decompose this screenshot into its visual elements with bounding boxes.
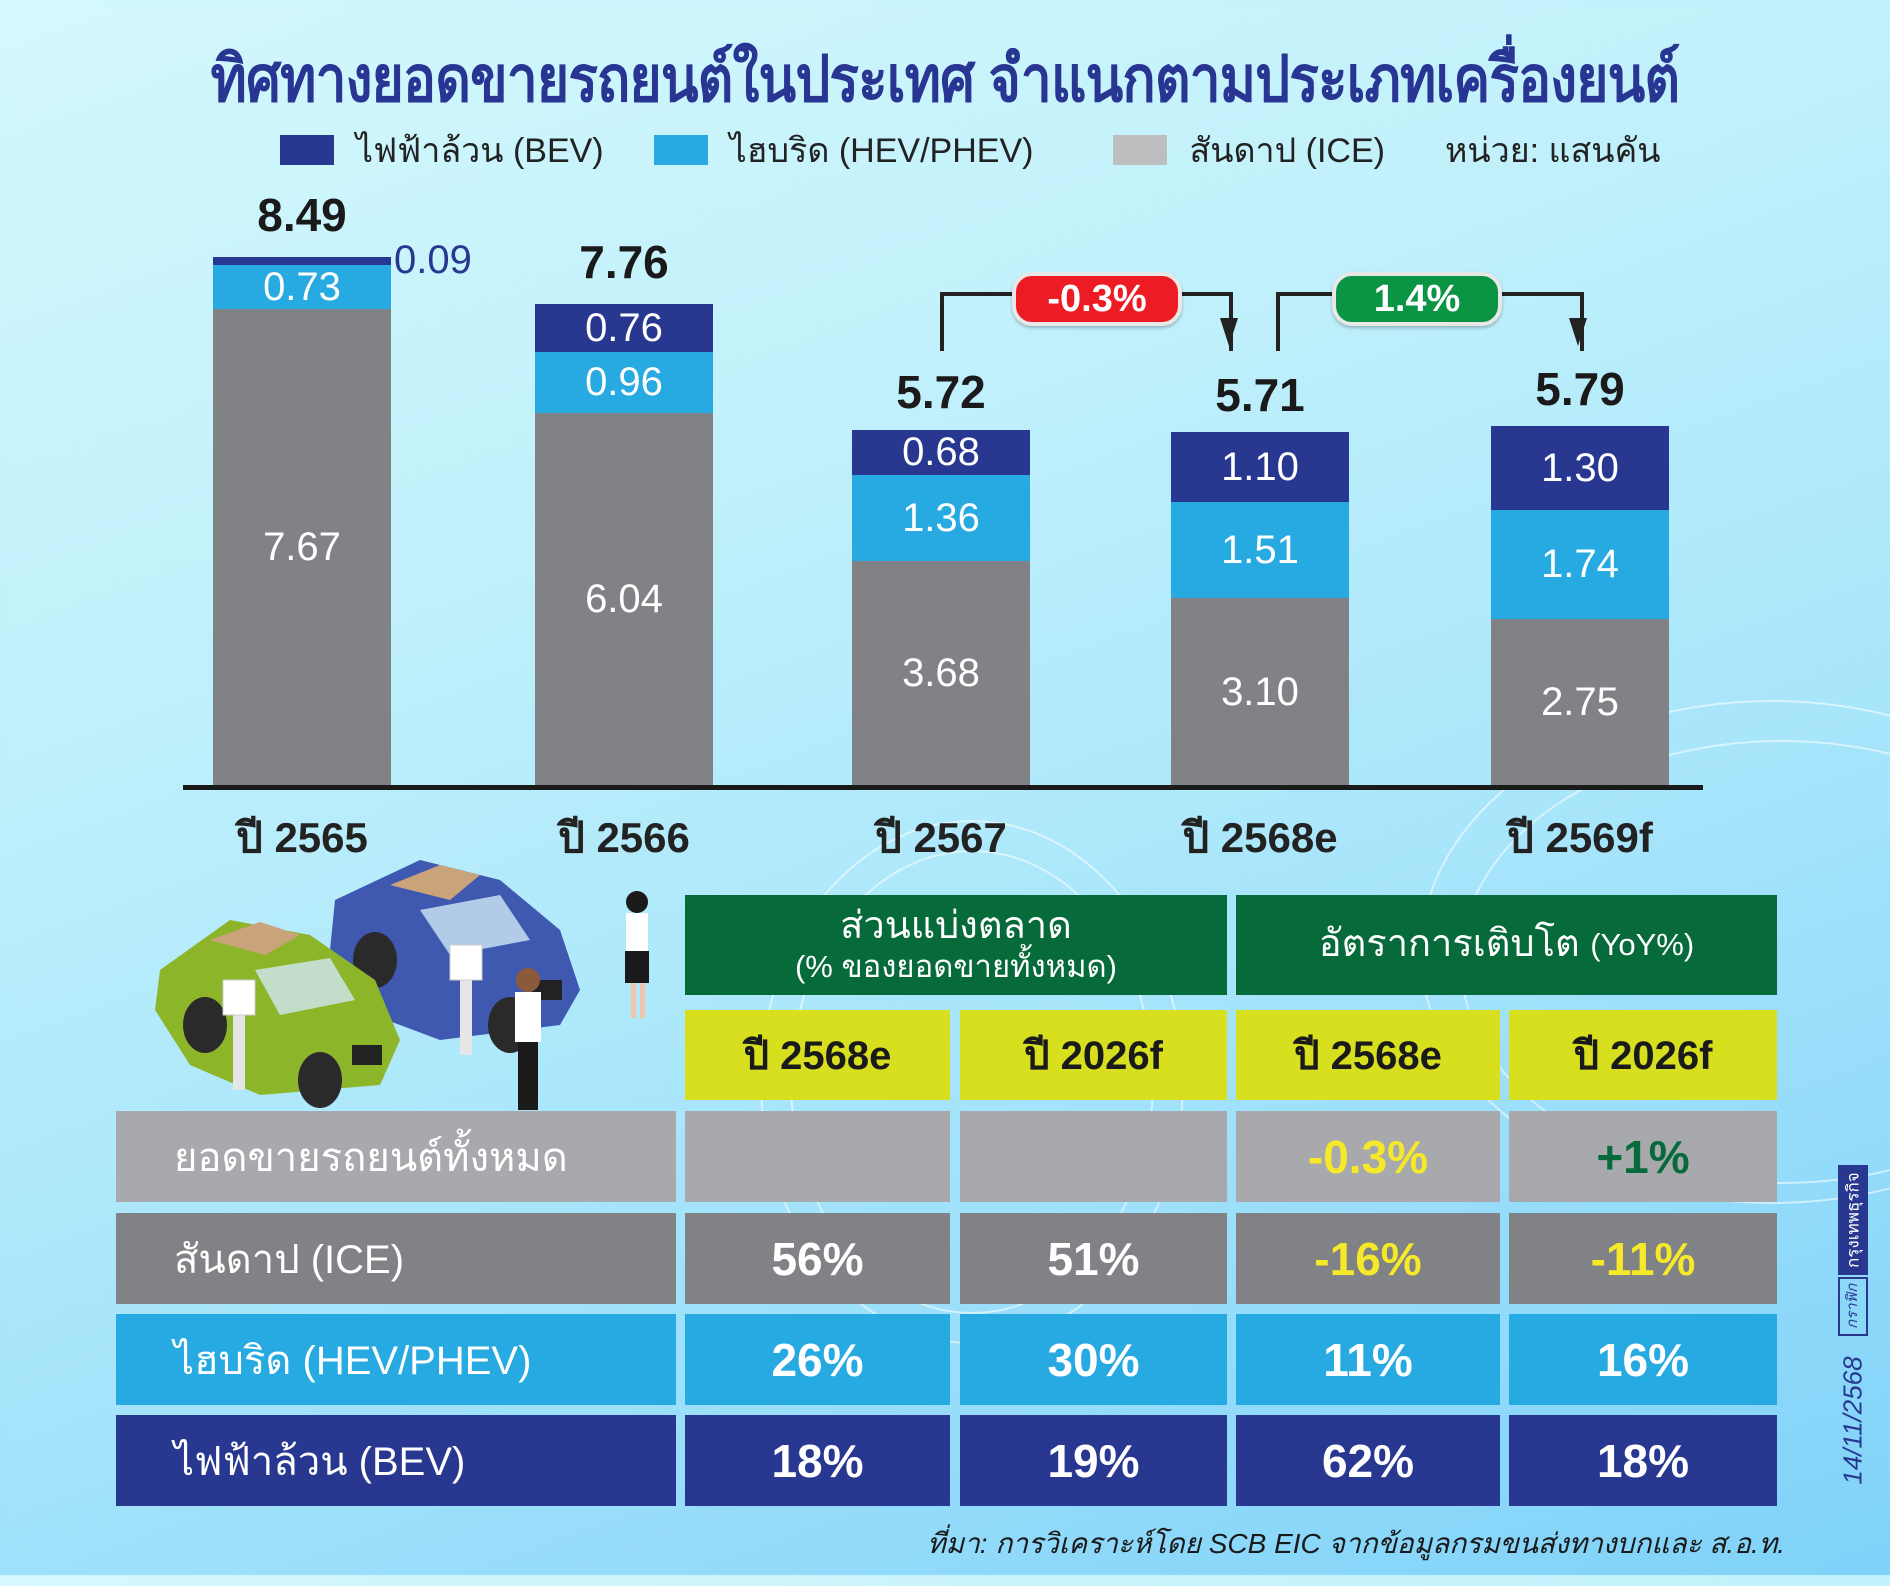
table-header-market-share: ส่วนแบ่งตลาด (% ของยอดขายทั้งหมด) bbox=[685, 895, 1227, 995]
table-cell bbox=[960, 1111, 1227, 1202]
bar-2566: 0.76 0.96 6.04 bbox=[535, 304, 713, 786]
table-subheader: ปี 2568e bbox=[685, 1010, 950, 1100]
bar-segment-bev: 0.76 bbox=[535, 304, 713, 352]
bar-2569f: 1.30 1.74 2.75 bbox=[1491, 426, 1669, 786]
growth-badge-positive: 1.4% bbox=[1332, 272, 1502, 326]
growth-badge-negative: -0.3% bbox=[1012, 272, 1182, 326]
x-axis-line bbox=[183, 785, 1703, 790]
table-header-growth-rate: อัตราการเติบโต (YoY%) bbox=[1236, 895, 1777, 995]
table-subheader: ปี 2026f bbox=[960, 1010, 1227, 1100]
x-tick-label: ปี 2566 bbox=[558, 814, 690, 861]
header-sublabel: (% ของยอดขายทั้งหมด) bbox=[794, 949, 1118, 985]
table-subheader: ปี 2568e bbox=[1236, 1010, 1500, 1100]
table-row-label: ไฟฟ้าล้วน (BEV) bbox=[116, 1415, 676, 1506]
table-cell: 51% bbox=[960, 1213, 1227, 1304]
bar-2567: 0.68 1.36 3.68 bbox=[852, 430, 1030, 786]
table-row-label: ยอดขายรถยนต์ทั้งหมด bbox=[116, 1111, 676, 1202]
arrow-down-icon bbox=[1220, 318, 1238, 346]
table-cell bbox=[685, 1111, 950, 1202]
bar-2565: 0.73 7.67 bbox=[213, 257, 391, 786]
table-row-label: สันดาป (ICE) bbox=[116, 1213, 676, 1304]
bar-total: 7.76 bbox=[579, 236, 669, 288]
bar-segment-ice: 2.75 bbox=[1491, 619, 1669, 786]
bar-total: 5.71 bbox=[1215, 369, 1305, 421]
header-label: ส่วนแบ่งตลาด bbox=[840, 905, 1072, 948]
legend-item-hev: ไฮบริด (HEV/PHEV) bbox=[653, 123, 1034, 177]
bar-segment-ice: 7.67 bbox=[213, 309, 391, 786]
header-sublabel: (YoY%) bbox=[1590, 927, 1695, 963]
table-cell: 19% bbox=[960, 1415, 1227, 1506]
bar-segment-bev: 0.68 bbox=[852, 430, 1030, 475]
header-label: อัตราการเติบโต bbox=[1318, 923, 1580, 966]
bar-total: 5.72 bbox=[896, 366, 986, 418]
table-cell: 56% bbox=[685, 1213, 950, 1304]
table-cell: 26% bbox=[685, 1314, 950, 1405]
legend-label: ไฟฟ้าล้วน (BEV) bbox=[356, 132, 604, 170]
table-cell: -0.3% bbox=[1236, 1111, 1500, 1202]
table-row-label: ไฮบริด (HEV/PHEV) bbox=[116, 1314, 676, 1405]
table-subheader: ปี 2026f bbox=[1509, 1010, 1777, 1100]
table-cell: +1% bbox=[1509, 1111, 1777, 1202]
table-cell: 11% bbox=[1236, 1314, 1500, 1405]
bar-total: 8.49 bbox=[257, 189, 347, 241]
bar-bev-value-outside: 0.09 bbox=[394, 238, 472, 282]
bar-segment-ice: 3.10 bbox=[1171, 598, 1349, 786]
legend-label: ไฮบริด (HEV/PHEV) bbox=[729, 132, 1034, 170]
publish-date: 14/11/2568 bbox=[1837, 1356, 1868, 1485]
table-cell: -11% bbox=[1509, 1213, 1777, 1304]
arrow-down-icon bbox=[1569, 318, 1587, 346]
legend-label: สันดาป (ICE) bbox=[1189, 132, 1385, 170]
legend-swatch-bev bbox=[280, 135, 334, 165]
table-cell: 62% bbox=[1236, 1415, 1500, 1506]
bar-segment-bev: 1.10 bbox=[1171, 432, 1349, 502]
credit-block: กรุงเทพธุรกิจ กราฟิก 14/11/2568 bbox=[1838, 1165, 1868, 1505]
x-tick-label: ปี 2569f bbox=[1507, 814, 1653, 861]
bar-segment-ice: 3.68 bbox=[852, 561, 1030, 786]
car-showroom-illustration bbox=[140, 840, 680, 1110]
bar-segment-hev: 1.74 bbox=[1491, 510, 1669, 619]
source-note: ที่มา: การวิเคราะห์โดย SCB EIC จากข้อมูล… bbox=[927, 1528, 1785, 1559]
legend: ไฟฟ้าล้วน (BEV) ไฮบริด (HEV/PHEV) สันดาป… bbox=[280, 128, 1660, 172]
legend-item-bev: ไฟฟ้าล้วน (BEV) bbox=[280, 123, 604, 177]
x-tick-label: ปี 2568e bbox=[1182, 814, 1338, 861]
bar-segment-bev: 1.30 bbox=[1491, 426, 1669, 510]
table-cell: -16% bbox=[1236, 1213, 1500, 1304]
table-cell: 16% bbox=[1509, 1314, 1777, 1405]
bar-segment-hev: 0.96 bbox=[535, 352, 713, 413]
chart-title: ทิศทางยอดขายรถยนต์ในประเทศ จำแนกตามประเภ… bbox=[210, 43, 1680, 115]
legend-swatch-ice bbox=[1113, 135, 1168, 165]
legend-swatch-hev bbox=[653, 135, 708, 165]
bar-segment-hev: 0.73 bbox=[213, 265, 391, 309]
legend-item-ice: สันดาป (ICE) bbox=[1113, 123, 1385, 177]
cars-illustration-icon bbox=[155, 860, 649, 1110]
bar-segment-hev: 1.51 bbox=[1171, 502, 1349, 598]
x-tick-label: ปี 2565 bbox=[236, 814, 368, 861]
table-cell: 30% bbox=[960, 1314, 1227, 1405]
table-cell: 18% bbox=[1509, 1415, 1777, 1506]
bar-segment-hev: 1.36 bbox=[852, 475, 1030, 561]
bar-segment-bev bbox=[213, 257, 391, 265]
bar-total: 5.79 bbox=[1535, 363, 1625, 415]
bar-2568e: 1.10 1.51 3.10 bbox=[1171, 432, 1349, 786]
x-tick-label: ปี 2567 bbox=[875, 814, 1007, 861]
table-cell: 18% bbox=[685, 1415, 950, 1506]
unit-label: หน่วย: แสนคัน bbox=[1444, 132, 1661, 170]
bar-segment-ice: 6.04 bbox=[535, 413, 713, 786]
